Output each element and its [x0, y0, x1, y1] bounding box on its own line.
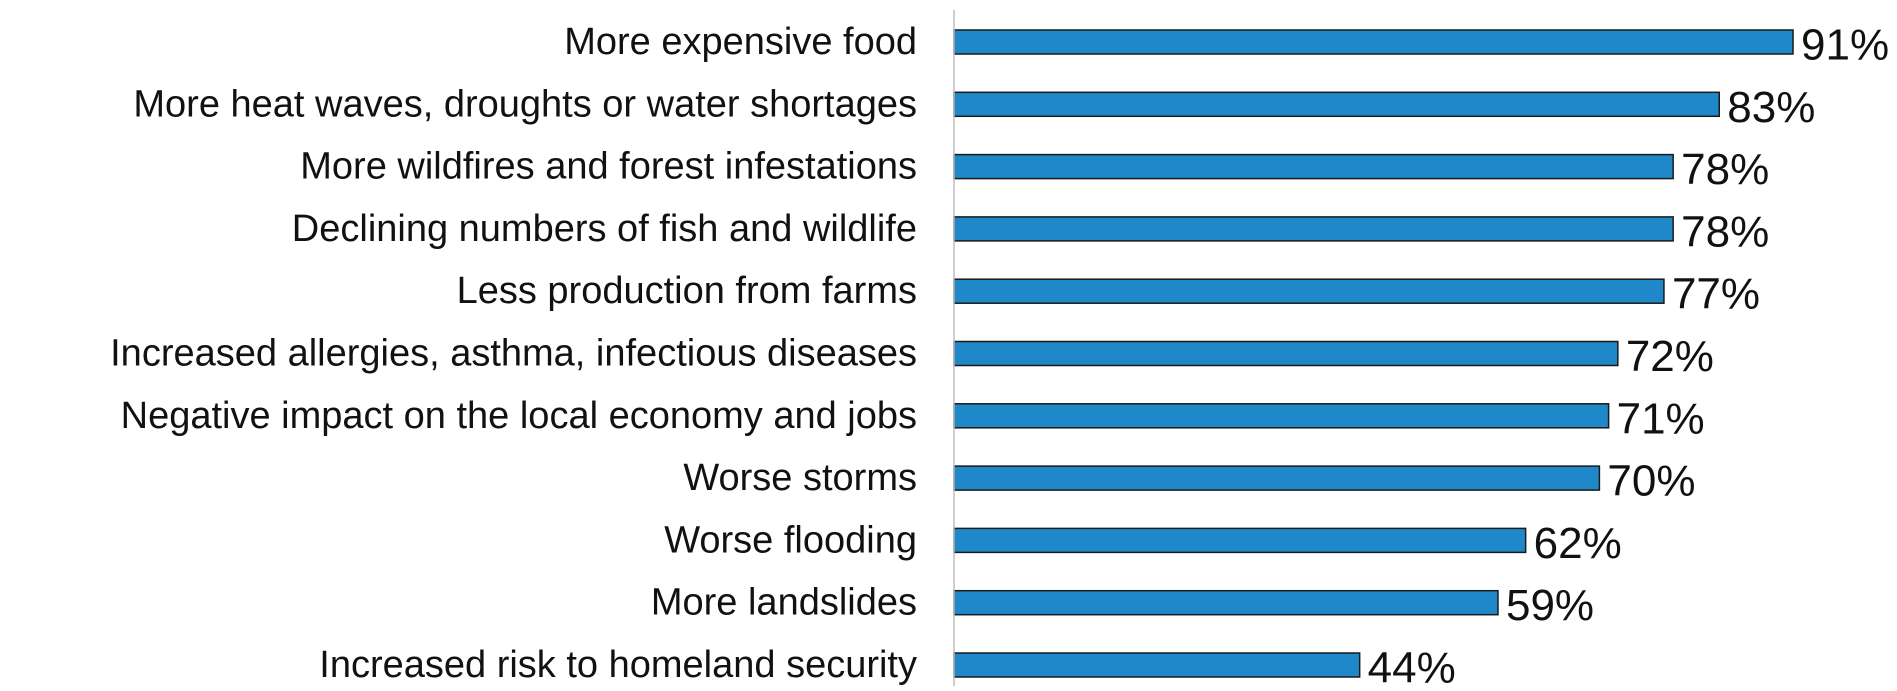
bar	[953, 465, 1601, 491]
category-label: Declining numbers of fish and wildlife	[292, 208, 917, 250]
category-label: More expensive food	[564, 21, 917, 63]
category-label: Worse flooding	[664, 519, 917, 561]
bars-layer	[953, 29, 1794, 678]
value-label: 91%	[1801, 21, 1889, 70]
value-label: 70%	[1607, 457, 1695, 506]
bar	[953, 91, 1721, 118]
bar	[953, 216, 1674, 242]
bar	[953, 153, 1674, 180]
bar	[953, 29, 1794, 55]
category-label: More heat waves, droughts or water short…	[133, 83, 917, 125]
bar	[953, 589, 1499, 616]
value-label: 77%	[1672, 270, 1760, 319]
value-label: 44%	[1368, 644, 1456, 687]
category-label: Negative impact on the local economy and…	[121, 395, 917, 437]
value-label: 78%	[1681, 145, 1769, 194]
value-label: 62%	[1534, 519, 1622, 568]
category-labels: More expensive food More heat waves, drou…	[110, 21, 917, 686]
bar	[953, 278, 1665, 304]
bar	[953, 527, 1527, 554]
value-label: 83%	[1727, 83, 1815, 132]
category-label: Less production from farms	[457, 270, 917, 312]
value-label: 71%	[1617, 394, 1705, 443]
category-label: Increased allergies, asthma, infectious …	[110, 333, 917, 375]
value-label: 59%	[1506, 581, 1594, 630]
category-label: Increased risk to homeland security	[319, 644, 917, 686]
bar	[953, 652, 1361, 678]
value-labels: 91% 83% 78% 78% 77% 72% 71% 70% 62% 59% 44%	[1368, 21, 1889, 691]
category-label: More landslides	[651, 582, 917, 624]
value-label: 72%	[1626, 332, 1714, 381]
value-label: 78%	[1681, 207, 1769, 256]
category-label: More wildfires and forest infestations	[300, 146, 917, 188]
category-label: Worse storms	[683, 457, 917, 499]
bar	[953, 340, 1619, 367]
bar	[953, 403, 1610, 429]
